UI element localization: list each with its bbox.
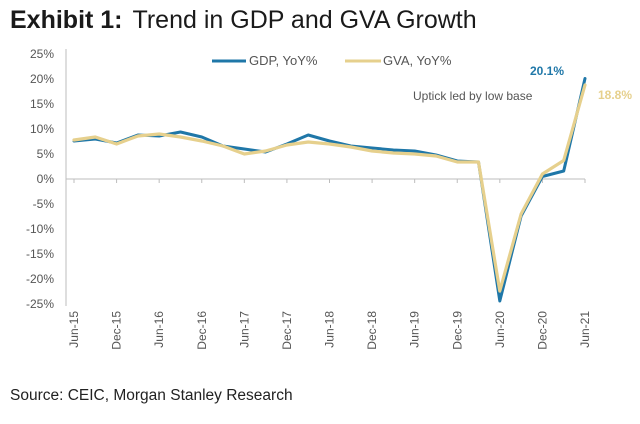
y-tick-label: -10% [26,222,54,236]
data-label-gva: 18.8% [598,88,632,102]
x-tick-label: Dec-18 [365,311,379,350]
y-tick-label: 0% [37,172,55,186]
y-axis: 25% 20% 15% 10% 5% 0% -5% -10% -15% -20% -25% [26,47,585,311]
y-tick-label: -20% [26,272,54,286]
data-labels: 20.1% 18.8% Uptick led by low base [413,64,632,103]
legend: GDP, YoY% GVA, YoY% [212,53,452,68]
legend-label-gdp: GDP, YoY% [249,53,318,68]
y-tick-label: 10% [30,122,54,136]
x-tick-label: Dec-20 [535,311,549,350]
legend-label-gva: GVA, YoY% [383,53,452,68]
gva-series-line [72,83,587,293]
y-tick-label: 5% [37,147,55,161]
y-tick-label: -15% [26,247,54,261]
x-tick-label: Jun-19 [408,311,422,348]
source-note: Source: CEIC, Morgan Stanley Research [10,387,293,404]
data-label-gdp: 20.1% [530,64,564,78]
chart-title: Exhibit 1: Trend in GDP and GVA Growth [10,6,477,35]
exhibit-label: Exhibit 1: [10,6,123,34]
x-tick-label: Jun-16 [152,311,166,348]
x-tick-label: Jun-18 [323,311,337,348]
series-lines [72,77,587,303]
x-tick-label: Jun-17 [237,311,251,348]
gdp-series-line [72,77,587,303]
x-tick-label: Dec-15 [110,311,124,350]
y-tick-label: -25% [26,297,54,311]
chart-title-text: Trend in GDP and GVA Growth [132,6,477,34]
y-tick-label: 20% [30,72,54,86]
x-axis: Jun-15 Dec-15 Jun-16 Dec-16 Jun-17 Dec-17 Jun-… [67,179,592,350]
line-chart: 25% 20% 15% 10% 5% 0% -5% -10% -15% -20% -25% Jun-… [26,47,632,350]
x-tick-label: Dec-17 [280,311,294,350]
x-tick-label: Dec-16 [195,311,209,350]
y-tick-label: 15% [30,97,54,111]
annotation-text: Uptick led by low base [413,89,533,103]
x-tick-label: Jun-15 [67,311,81,348]
y-tick-label: -5% [33,197,55,211]
x-tick-label: Dec-19 [450,311,464,350]
y-tick-label: 25% [30,47,54,61]
x-tick-label: Jun-20 [493,311,507,348]
x-tick-label: Jun-21 [578,311,592,348]
